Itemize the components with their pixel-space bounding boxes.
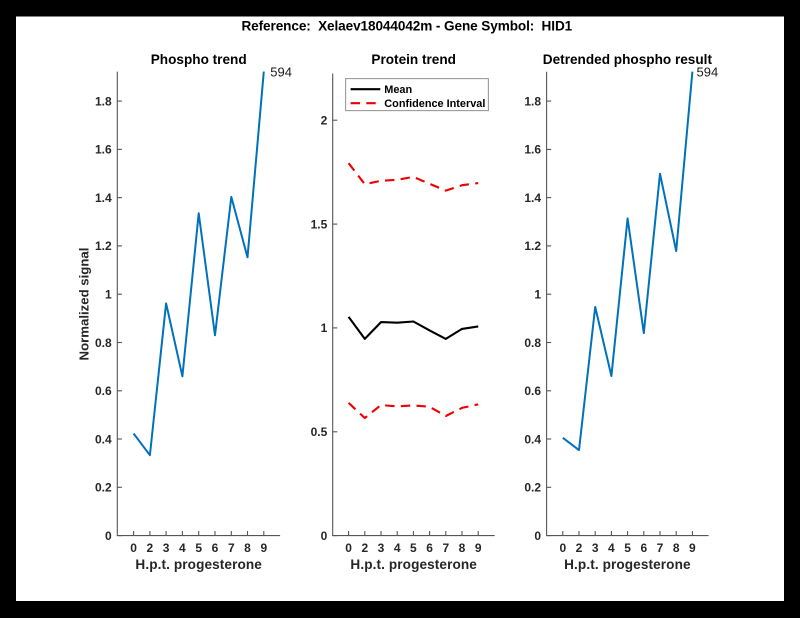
svg-text:0.8: 0.8 <box>95 336 112 350</box>
svg-text:594: 594 <box>270 65 292 80</box>
svg-text:1.6: 1.6 <box>524 143 541 157</box>
svg-text:0: 0 <box>321 529 328 543</box>
svg-text:6: 6 <box>212 541 219 555</box>
svg-text:1.2: 1.2 <box>524 239 541 253</box>
svg-text:4: 4 <box>179 541 186 555</box>
svg-text:0: 0 <box>345 541 352 555</box>
svg-text:4: 4 <box>394 541 401 555</box>
svg-text:4: 4 <box>608 541 615 555</box>
svg-text:5: 5 <box>410 541 417 555</box>
svg-text:1.5: 1.5 <box>311 217 328 231</box>
svg-text:Normalized signal: Normalized signal <box>76 248 91 361</box>
svg-text:Detrended phospho result: Detrended phospho result <box>543 52 713 67</box>
svg-text:Mean: Mean <box>384 84 412 96</box>
svg-text:9: 9 <box>260 541 267 555</box>
svg-text:1: 1 <box>534 288 541 302</box>
svg-text:H.p.t. progesterone: H.p.t. progesterone <box>135 557 262 572</box>
svg-text:3: 3 <box>592 541 599 555</box>
svg-text:5: 5 <box>195 541 202 555</box>
svg-text:0.4: 0.4 <box>524 432 541 446</box>
svg-text:H.p.t. progesterone: H.p.t. progesterone <box>350 557 477 572</box>
svg-text:0.5: 0.5 <box>311 425 328 439</box>
svg-text:1.4: 1.4 <box>524 191 541 205</box>
svg-text:2: 2 <box>321 114 328 128</box>
svg-text:3: 3 <box>378 541 385 555</box>
svg-text:1.8: 1.8 <box>95 94 112 108</box>
svg-text:6: 6 <box>640 541 647 555</box>
svg-text:1.6: 1.6 <box>95 143 112 157</box>
svg-text:H.p.t. progesterone: H.p.t. progesterone <box>564 557 691 572</box>
svg-text:2: 2 <box>147 541 154 555</box>
svg-text:8: 8 <box>244 541 251 555</box>
svg-text:5: 5 <box>624 541 631 555</box>
svg-text:7: 7 <box>657 541 664 555</box>
svg-text:2: 2 <box>361 541 368 555</box>
svg-text:Confidence Interval: Confidence Interval <box>384 98 485 110</box>
svg-text:0.8: 0.8 <box>524 336 541 350</box>
svg-text:1.2: 1.2 <box>95 239 112 253</box>
svg-text:594: 594 <box>697 65 719 80</box>
svg-text:1: 1 <box>321 321 328 335</box>
svg-text:3: 3 <box>163 541 170 555</box>
svg-text:1.4: 1.4 <box>95 191 112 205</box>
svg-text:6: 6 <box>426 541 433 555</box>
svg-text:0: 0 <box>130 541 137 555</box>
svg-text:9: 9 <box>475 541 482 555</box>
svg-text:1: 1 <box>105 288 112 302</box>
svg-text:0.6: 0.6 <box>95 384 112 398</box>
svg-text:0: 0 <box>105 529 112 543</box>
svg-text:9: 9 <box>689 541 696 555</box>
svg-text:7: 7 <box>228 541 235 555</box>
svg-text:0: 0 <box>559 541 566 555</box>
svg-text:Protein trend: Protein trend <box>371 52 456 67</box>
svg-text:0.6: 0.6 <box>524 384 541 398</box>
svg-text:0.2: 0.2 <box>95 481 112 495</box>
svg-text:Phospho trend: Phospho trend <box>151 52 247 67</box>
svg-text:Reference: Xelaev18044042m -: Reference: Xelaev18044042m - Gene Symbol… <box>241 19 572 34</box>
svg-text:0.2: 0.2 <box>524 481 541 495</box>
svg-text:8: 8 <box>459 541 466 555</box>
svg-text:0: 0 <box>534 529 541 543</box>
svg-text:1.8: 1.8 <box>524 94 541 108</box>
svg-text:8: 8 <box>673 541 680 555</box>
svg-text:0.4: 0.4 <box>95 432 112 446</box>
svg-text:7: 7 <box>442 541 449 555</box>
svg-text:2: 2 <box>576 541 583 555</box>
